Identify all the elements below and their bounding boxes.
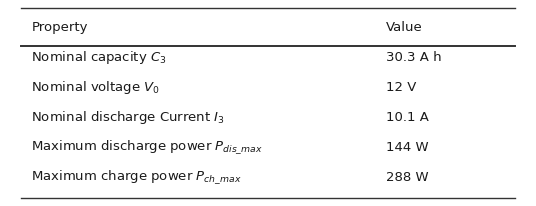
Text: 12 V: 12 V: [386, 81, 416, 94]
Text: Value: Value: [386, 21, 423, 34]
Text: Maximum discharge power $\mathit{P}_{dis\_max}$: Maximum discharge power $\mathit{P}_{dis…: [31, 138, 263, 156]
Text: Nominal voltage $\mathit{V}_0$: Nominal voltage $\mathit{V}_0$: [31, 79, 160, 96]
Text: 30.3 A h: 30.3 A h: [386, 51, 442, 64]
Text: 10.1 A: 10.1 A: [386, 111, 429, 124]
Text: Maximum charge power $\mathit{P}_{ch\_max}$: Maximum charge power $\mathit{P}_{ch\_ma…: [31, 168, 242, 186]
Text: 144 W: 144 W: [386, 141, 429, 154]
Text: Property: Property: [31, 21, 88, 34]
Text: 288 W: 288 W: [386, 171, 429, 184]
Text: Nominal capacity $\mathit{C}_3$: Nominal capacity $\mathit{C}_3$: [31, 49, 167, 66]
Text: Nominal discharge Current $\mathit{I}_3$: Nominal discharge Current $\mathit{I}_3$: [31, 109, 225, 126]
